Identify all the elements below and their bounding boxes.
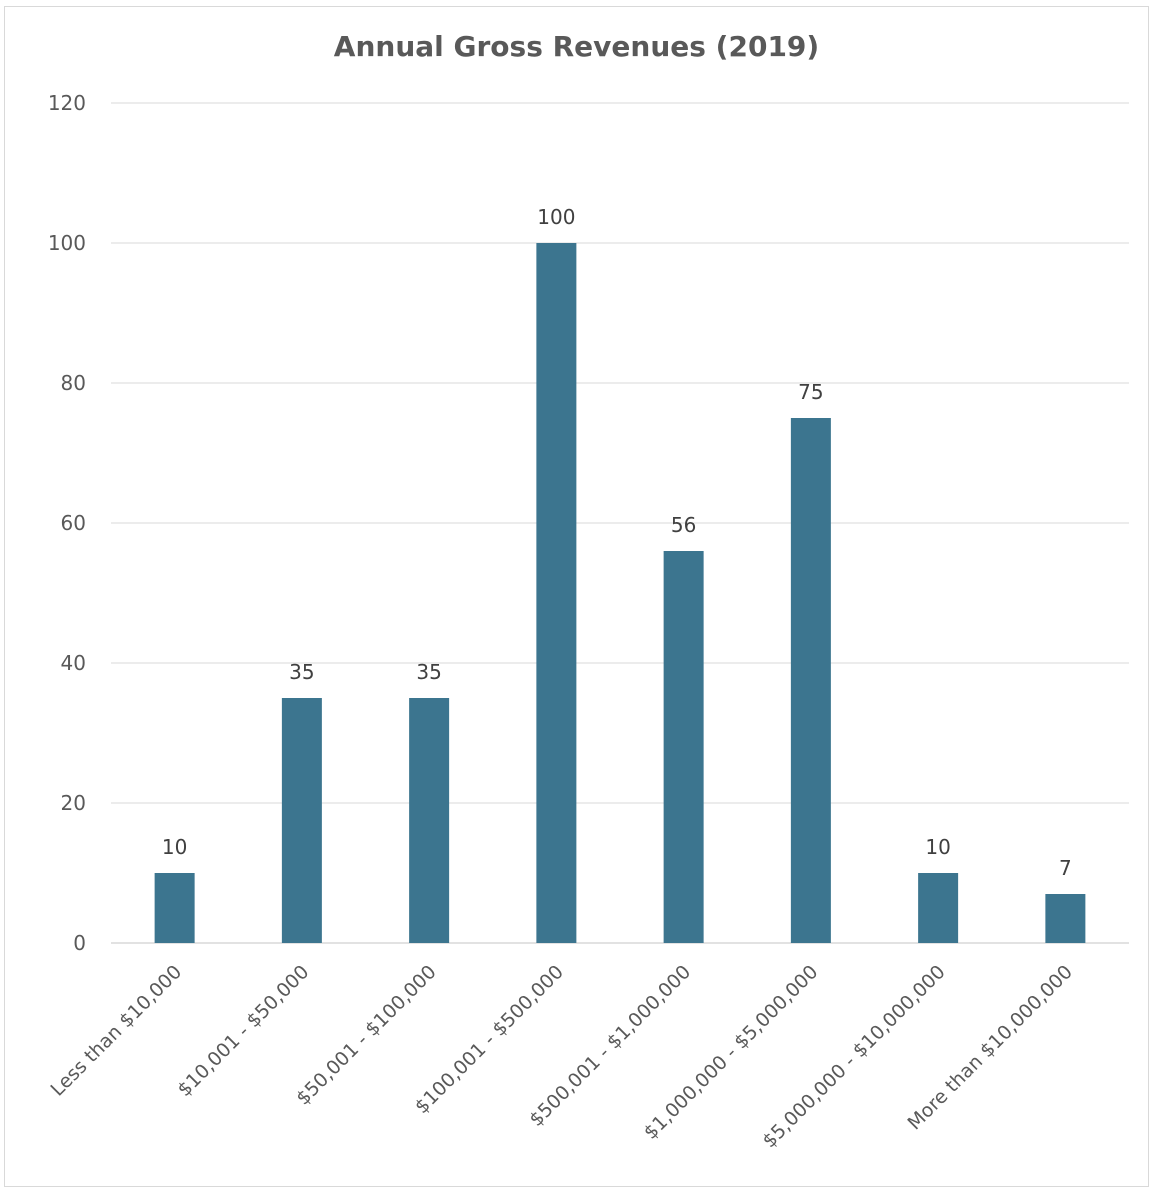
data-label: 100 [537,205,575,229]
bars [154,243,1086,943]
bar [918,873,959,943]
data-label: 10 [925,835,950,859]
gridlines [111,102,1129,944]
y-tick-label: 40 [61,651,86,675]
bar [1045,894,1086,943]
data-labels: 10 35 35 100 56 75 10 7 [162,205,1072,880]
data-label: 35 [289,660,314,684]
bar [154,873,195,943]
x-tick-label: $50,001 - $100,000 [292,961,441,1110]
bar [409,698,450,943]
x-axis-ticks: Less than $10,000$10,001 - $50,000$50,00… [46,961,1076,1152]
bar [663,551,704,943]
chart-title: Annual Gross Revenues (2019) [333,30,820,63]
data-label: 75 [798,380,823,404]
data-label: 7 [1059,856,1072,880]
bar [536,243,577,943]
y-tick-label: 60 [61,511,86,535]
y-tick-label: 80 [61,371,86,395]
bar [281,698,322,943]
data-label: 56 [671,513,696,537]
y-tick-label: 120 [48,91,86,115]
chart-frame [4,6,1149,1187]
y-tick-label: 20 [61,791,86,815]
x-tick-label: $100,001 - $500,000 [411,961,568,1118]
data-label: 35 [416,660,441,684]
x-tick-label: $10,001 - $50,000 [173,961,313,1101]
y-tick-label: 0 [73,931,86,955]
y-axis-ticks: 0 20 40 60 80 100 120 [48,91,86,955]
y-tick-label: 100 [48,231,86,255]
x-tick-label: Less than $10,000 [46,961,186,1101]
bar [790,418,831,943]
data-label: 10 [162,835,187,859]
